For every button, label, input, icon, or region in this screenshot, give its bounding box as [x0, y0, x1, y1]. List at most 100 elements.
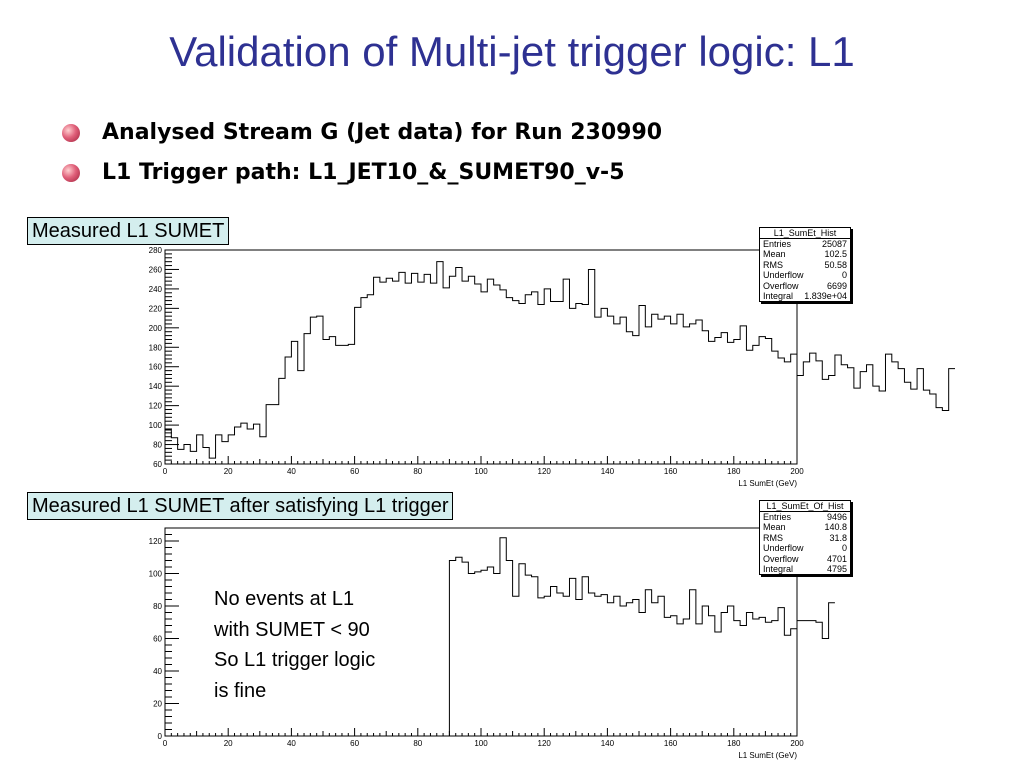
y-tick-label: 240	[149, 285, 163, 294]
x-tick-label: 80	[413, 739, 422, 748]
stats-value: 140.8	[824, 522, 847, 533]
x-tick-label: 140	[601, 739, 615, 748]
stats-row: Integral 4795	[760, 564, 850, 574]
stats-box: L1_SumEt_Hist Entries 25087 Mean 102.5 RMS…	[759, 227, 851, 303]
stats-row: Integral 1.839e+04	[760, 291, 850, 301]
bullet-item: Analysed Stream G (Jet data) for Run 230…	[62, 116, 662, 156]
chart-label-measured-sumet: Measured L1 SUMET	[27, 217, 230, 245]
stats-row: Underflow 0	[760, 543, 850, 553]
stats-value: 0	[841, 543, 847, 554]
bullet-item: L1 Trigger path: L1_JET10_&_SUMET90_v-5	[62, 156, 662, 196]
stats-key: Entries	[763, 239, 792, 249]
stats-value: 0	[841, 270, 847, 281]
y-tick-label: 200	[149, 324, 163, 333]
stats-value: 25087	[821, 239, 847, 249]
stats-key: Integral	[763, 564, 794, 575]
y-tick-label: 100	[149, 421, 163, 430]
stats-key: RMS	[763, 532, 783, 543]
stats-row: Entries 25087	[760, 239, 850, 249]
bullet-list: Analysed Stream G (Jet data) for Run 230…	[62, 116, 662, 196]
annotation-note: No events at L1 with SUMET < 90 So L1 tr…	[214, 584, 375, 706]
stats-title: L1_SumEt_Hist	[760, 228, 850, 239]
stats-value: 1.839e+04	[804, 291, 847, 302]
stats-row: Overflow 4701	[760, 554, 850, 564]
annotation-line: No events at L1	[214, 588, 355, 610]
histogram-sumet-after-trigger: 0 20 40 60 80 100 120 140 160 180 200 0 20 40 60 80 100 1…	[149, 527, 835, 760]
stats-key: Overflow	[763, 280, 799, 291]
chart-label-after-trigger: Measured L1 SUMET after satisfying L1 tr…	[27, 492, 454, 520]
x-tick-label: 200	[790, 467, 804, 476]
y-tick-label: 0	[158, 732, 163, 741]
x-tick-label: 100	[474, 467, 488, 476]
y-tick-label: 180	[149, 343, 163, 352]
y-tick-label: 60	[153, 460, 162, 469]
x-axis-label: L1 SumEt (GeV)	[738, 479, 797, 488]
stats-value: 4701	[826, 553, 847, 564]
x-tick-label: 20	[224, 467, 233, 476]
bullet-text: L1 Trigger path: L1_JET10_&_SUMET90_v-5	[102, 160, 625, 185]
x-tick-label: 20	[224, 739, 233, 748]
y-tick-label: 120	[149, 537, 163, 546]
stats-value: 50.58	[824, 259, 847, 270]
y-tick-label: 100	[149, 570, 163, 579]
y-tick-label: 140	[149, 382, 163, 391]
stats-key: Overflow	[763, 553, 799, 564]
x-tick-label: 200	[790, 739, 804, 748]
histogram-sumet: 0 20 40 60 80 100 120 140 160 180 200 60 80 100 120 140…	[149, 246, 955, 488]
x-axis-label: L1 SumEt (GeV)	[738, 751, 797, 760]
x-tick-label: 0	[163, 739, 168, 748]
stats-value: 31.8	[829, 532, 847, 543]
x-tick-label: 0	[163, 467, 168, 476]
stats-key: Underflow	[763, 543, 804, 554]
bullet-icon	[62, 124, 80, 142]
stats-key: Underflow	[763, 270, 804, 281]
histogram-line	[448, 537, 835, 736]
x-tick-label: 80	[413, 467, 422, 476]
x-tick-label: 120	[538, 739, 552, 748]
y-tick-label: 20	[153, 700, 162, 709]
annotation-line: So L1 trigger logic	[214, 649, 376, 671]
x-tick-label: 100	[474, 739, 488, 748]
stats-key: Mean	[763, 522, 786, 533]
stats-row: Entries 9496	[760, 512, 850, 522]
stats-box: L1_SumEt_Of_Hist Entries 9496 Mean 140.8 R…	[759, 500, 851, 576]
stats-row: RMS 31.8	[760, 533, 850, 543]
x-tick-label: 40	[287, 467, 296, 476]
stats-value: 9496	[826, 512, 847, 522]
y-tick-label: 160	[149, 363, 163, 372]
x-tick-label: 140	[601, 467, 615, 476]
stats-key: Integral	[763, 291, 794, 302]
x-tick-label: 180	[727, 467, 741, 476]
annotation-line: is fine	[214, 679, 267, 702]
stats-value: 4795	[826, 564, 847, 575]
bullet-text: Analysed Stream G (Jet data) for Run 230…	[102, 120, 663, 145]
x-tick-label: 180	[727, 739, 741, 748]
x-tick-label: 120	[538, 467, 552, 476]
stats-key: Mean	[763, 249, 786, 260]
stats-value: 6699	[826, 280, 847, 291]
y-tick-label: 220	[149, 304, 163, 313]
slide-title: Validation of Multi-jet trigger logic: L…	[169, 28, 855, 75]
x-tick-label: 160	[664, 739, 678, 748]
bullet-icon	[62, 164, 80, 182]
stats-key: Entries	[763, 512, 792, 522]
stats-value: 102.5	[824, 249, 847, 260]
y-tick-label: 40	[153, 667, 162, 676]
x-tick-label: 60	[350, 739, 359, 748]
x-tick-label: 40	[287, 739, 296, 748]
histogram-line	[165, 261, 955, 459]
stats-row: Overflow 6699	[760, 281, 850, 291]
stats-row: Underflow 0	[760, 270, 850, 280]
y-tick-label: 60	[153, 635, 162, 644]
y-tick-label: 280	[149, 246, 163, 255]
x-tick-label: 160	[664, 467, 678, 476]
y-tick-label: 120	[149, 402, 163, 411]
y-tick-label: 80	[153, 441, 162, 450]
annotation-line: with SUMET < 90	[214, 618, 370, 641]
y-tick-label: 80	[153, 602, 162, 611]
stats-row: Mean 102.5	[760, 249, 850, 259]
stats-key: RMS	[763, 259, 783, 270]
x-tick-label: 60	[350, 467, 359, 476]
y-tick-label: 260	[149, 265, 163, 274]
stats-row: Mean 140.8	[760, 522, 850, 532]
